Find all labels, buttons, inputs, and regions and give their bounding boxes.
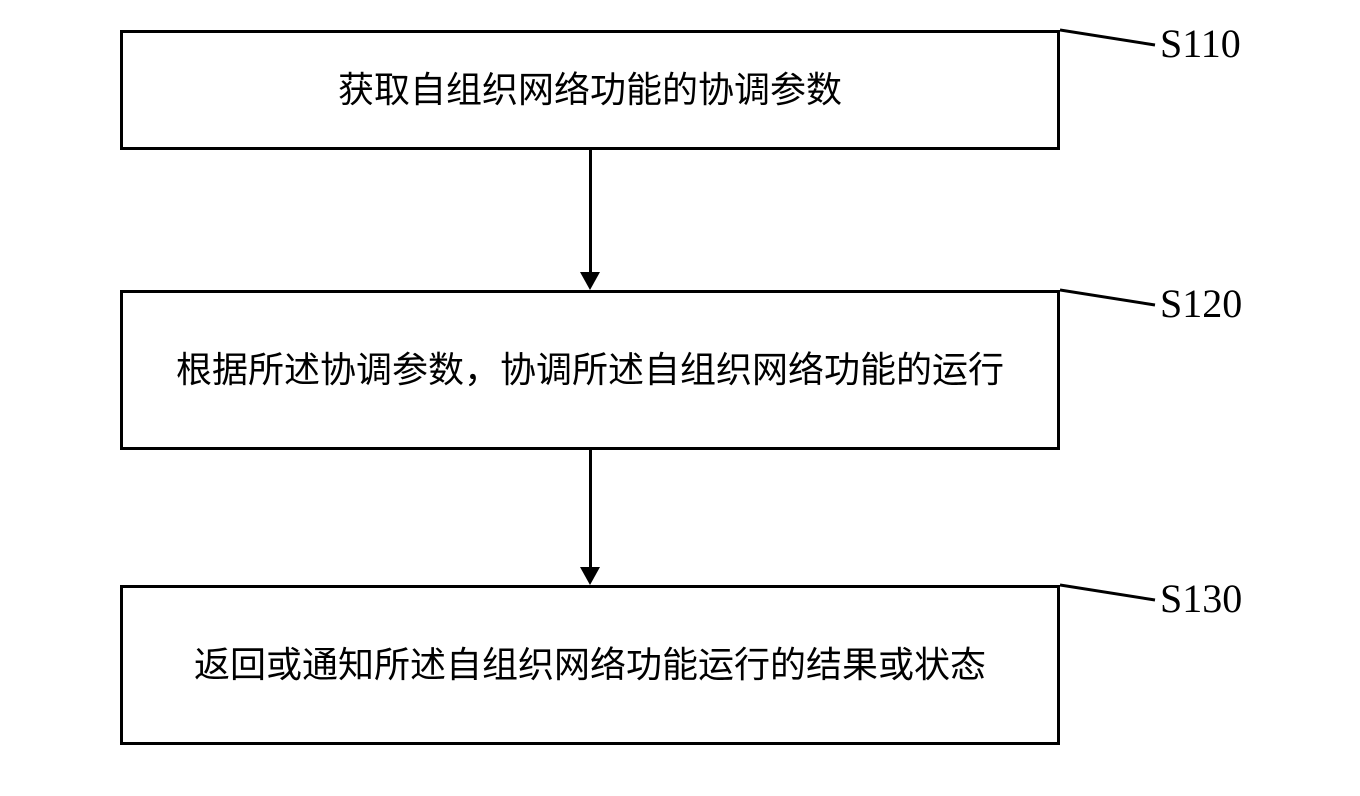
step-label-s110: S110: [1160, 20, 1241, 67]
arrow-head-s110-s120: [580, 272, 600, 290]
step-label-s120: S120: [1160, 280, 1242, 327]
node-text: 获取自组织网络功能的协调参数: [338, 63, 842, 117]
node-text: 返回或通知所述自组织网络功能运行的结果或状态: [194, 638, 986, 692]
flowchart-node-s120: 根据所述协调参数，协调所述自组织网络功能的运行: [120, 290, 1060, 450]
leader-line-s110: [1060, 25, 1160, 55]
leader-line-s120: [1060, 285, 1160, 315]
flowchart-node-s110: 获取自组织网络功能的协调参数: [120, 30, 1060, 150]
leader-line-s130: [1060, 580, 1160, 610]
flowchart-node-s130: 返回或通知所述自组织网络功能运行的结果或状态: [120, 585, 1060, 745]
arrow-s110-s120: [589, 150, 592, 272]
step-label-s130: S130: [1160, 575, 1242, 622]
arrow-head-s120-s130: [580, 567, 600, 585]
node-text: 根据所述协调参数，协调所述自组织网络功能的运行: [176, 343, 1004, 397]
arrow-s120-s130: [589, 450, 592, 567]
